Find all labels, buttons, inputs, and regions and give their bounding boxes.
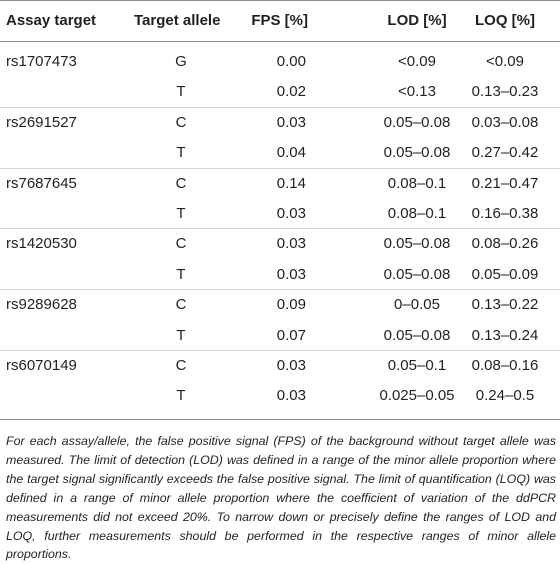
cell-loq: 0.13–0.23 xyxy=(471,83,539,101)
group-separator xyxy=(0,289,560,291)
cell-lod: 0.05–0.08 xyxy=(383,326,451,344)
cell-lod: <0.13 xyxy=(398,83,436,101)
cell-assay-target: rs1707473 xyxy=(6,53,77,70)
cell-loq: 0.05–0.09 xyxy=(471,265,539,283)
cell-loq: 0.27–0.42 xyxy=(471,144,539,162)
table-footnote: For each assay/allele, the false positiv… xyxy=(6,434,556,562)
table-header-rule xyxy=(0,41,560,42)
cell-fps: 0.03 xyxy=(276,113,306,131)
cell-fps: 0.03 xyxy=(276,265,306,283)
cell-fps: 0.14 xyxy=(276,174,306,192)
group-separator xyxy=(0,228,560,230)
header-assay-target: Assay target xyxy=(6,12,97,29)
cell-target-allele: T xyxy=(176,387,186,405)
cell-fps: 0.00 xyxy=(276,53,306,70)
cell-target-allele: T xyxy=(176,205,186,222)
cell-target-allele: C xyxy=(175,296,187,314)
cell-target-allele: T xyxy=(176,83,186,101)
table-bottom-rule xyxy=(0,419,560,420)
cell-fps: 0.09 xyxy=(276,296,306,314)
cell-loq: 0.13–0.24 xyxy=(471,326,539,344)
cell-target-allele: C xyxy=(175,357,187,374)
cell-target-allele: T xyxy=(176,144,186,162)
header-lod: LOD [%] xyxy=(387,12,447,29)
group-separator xyxy=(0,167,560,169)
header-target-allele: Target allele xyxy=(134,12,221,29)
cell-fps: 0.03 xyxy=(276,357,306,374)
cell-assay-target: rs9289628 xyxy=(6,296,77,314)
cell-fps: 0.03 xyxy=(276,235,306,253)
cell-fps: 0.07 xyxy=(276,326,306,344)
cell-loq: 0.03–0.08 xyxy=(471,113,539,131)
cell-fps: 0.03 xyxy=(276,205,306,222)
header-loq: LOQ [%] xyxy=(475,12,535,29)
cell-target-allele: G xyxy=(175,53,187,70)
cell-target-allele: C xyxy=(175,113,187,131)
cell-lod: <0.09 xyxy=(398,53,436,70)
cell-assay-target: rs6070149 xyxy=(6,357,77,374)
cell-assay-target: rs2691527 xyxy=(6,113,77,131)
cell-loq: 0.08–0.26 xyxy=(471,235,539,253)
cell-fps: 0.03 xyxy=(276,387,306,405)
cell-lod: 0–0.05 xyxy=(394,296,440,314)
table-top-rule xyxy=(0,0,560,1)
cell-lod: 0.05–0.08 xyxy=(383,235,451,253)
cell-loq: 0.13–0.22 xyxy=(471,296,539,314)
cell-loq: <0.09 xyxy=(486,53,524,70)
cell-target-allele: T xyxy=(176,265,186,283)
cell-loq: 0.16–0.38 xyxy=(471,205,539,222)
header-fps: FPS [%] xyxy=(251,12,308,29)
group-separator xyxy=(0,106,560,108)
cell-target-allele: T xyxy=(176,326,186,344)
cell-fps: 0.04 xyxy=(276,144,306,162)
cell-loq: 0.21–0.47 xyxy=(471,174,539,192)
cell-lod: 0.05–0.08 xyxy=(383,265,451,283)
cell-lod: 0.05–0.08 xyxy=(383,144,451,162)
group-separator xyxy=(0,350,560,351)
cell-lod: 0.05–0.1 xyxy=(387,357,447,374)
cell-lod: 0.025–0.05 xyxy=(379,387,455,405)
cell-fps: 0.02 xyxy=(276,83,306,101)
cell-assay-target: rs7687645 xyxy=(6,174,77,192)
cell-lod: 0.08–0.1 xyxy=(387,174,447,192)
cell-lod: 0.08–0.1 xyxy=(387,205,447,222)
cell-target-allele: C xyxy=(175,235,187,253)
cell-loq: 0.08–0.16 xyxy=(471,357,539,374)
cell-lod: 0.05–0.08 xyxy=(383,113,451,131)
cell-target-allele: C xyxy=(175,174,187,192)
cell-loq: 0.24–0.5 xyxy=(475,387,535,405)
cell-assay-target: rs1420530 xyxy=(6,235,77,253)
